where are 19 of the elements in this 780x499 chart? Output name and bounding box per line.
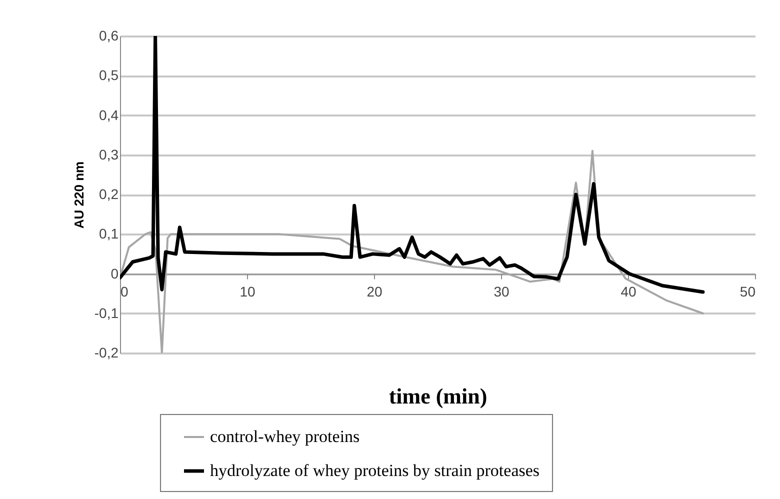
- y-tick-label: 0,6: [99, 28, 119, 44]
- y-tick-label: 0,4: [99, 106, 119, 123]
- x-tick-label: 50: [740, 283, 756, 300]
- y-tick-label: -0,2: [94, 344, 119, 360]
- line-series: [120, 150, 704, 353]
- x-tick-label: 10: [240, 283, 256, 300]
- x-tick-label: 30: [494, 283, 510, 300]
- x-axis-title: time (min): [388, 384, 488, 408]
- y-tick-label: 0,5: [99, 67, 119, 84]
- y-tick-label: -0,1: [94, 304, 119, 321]
- y-tick-label: 0,1: [99, 226, 119, 242]
- y-tick-label: 0,3: [99, 146, 119, 162]
- legend-label: control-whey proteins: [210, 427, 360, 446]
- y-tick-label: 0,2: [99, 186, 119, 202]
- y-axis-title: AU 220 nm: [71, 161, 86, 229]
- x-tick-label: 40: [620, 283, 636, 300]
- legend-label: hydrolyzate of whey proteins by strain proteases: [210, 461, 540, 480]
- y-tick-label: 0: [110, 265, 119, 282]
- x-tick-label: 20: [366, 283, 382, 300]
